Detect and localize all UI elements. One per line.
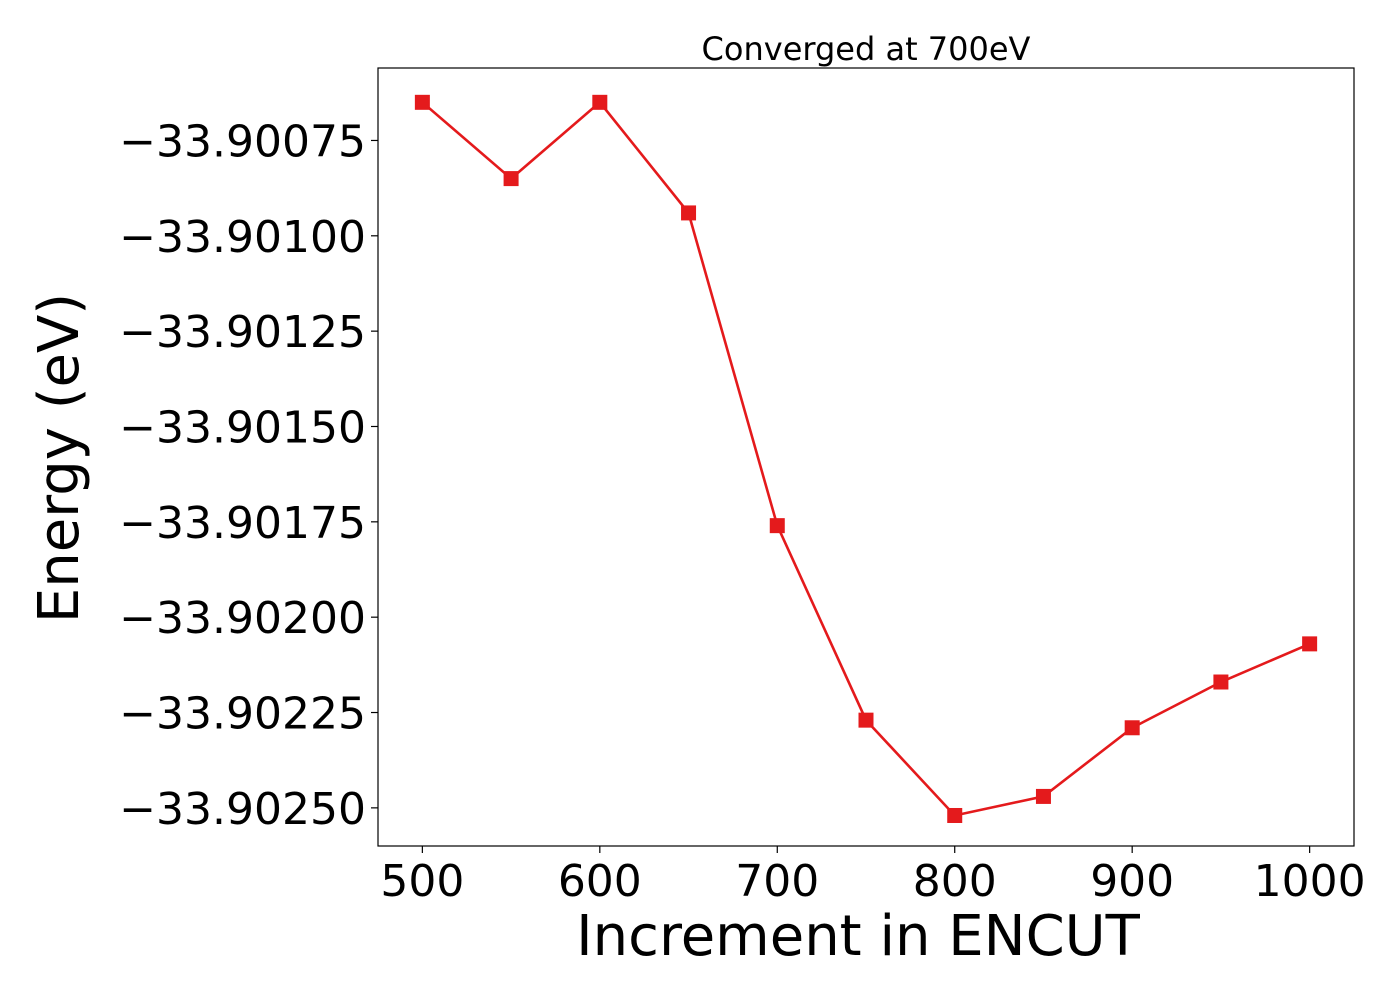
x-tick-label: 500 [380, 856, 464, 907]
data-point-marker [947, 807, 963, 823]
data-point-marker [1213, 674, 1229, 690]
data-point-marker [592, 94, 608, 110]
x-tick-label: 800 [913, 856, 997, 907]
y-tick-label: −33.90175 [119, 498, 366, 549]
y-tick-label: −33.90125 [119, 307, 366, 358]
data-point-marker [1124, 720, 1140, 736]
x-tick-label: 900 [1090, 856, 1174, 907]
series-line [421, 100, 1311, 817]
x-tick-label: 600 [558, 856, 642, 907]
data-point-marker [503, 171, 519, 187]
x-tick-label: 700 [735, 856, 819, 907]
chart-title: Converged at 700eV [702, 30, 1031, 68]
data-point-marker [769, 518, 785, 534]
data-point-marker [414, 94, 430, 110]
data-point-marker [681, 205, 697, 221]
y-tick-label: −33.90200 [119, 593, 366, 644]
data-point-marker [1302, 636, 1318, 652]
x-axis-title: Increment in ENCUT [576, 904, 1141, 969]
series-layer [414, 94, 1318, 823]
y-tick-label: −33.90150 [119, 402, 366, 453]
x-tick-label: 1000 [1254, 856, 1366, 907]
data-point-marker [1035, 788, 1051, 804]
y-tick-label: −33.90225 [119, 689, 366, 740]
plot-frame [377, 67, 1355, 847]
y-tick-label: −33.90250 [119, 784, 366, 835]
y-tick-label: −33.90100 [119, 212, 366, 263]
y-tick-label: −33.90075 [119, 116, 366, 167]
axes: 500 600 700 800 900 1000 −33.90075 −33.90100 −33… [119, 67, 1366, 907]
data-point-marker [858, 712, 874, 728]
y-axis-title: Energy (eV) [27, 293, 92, 623]
